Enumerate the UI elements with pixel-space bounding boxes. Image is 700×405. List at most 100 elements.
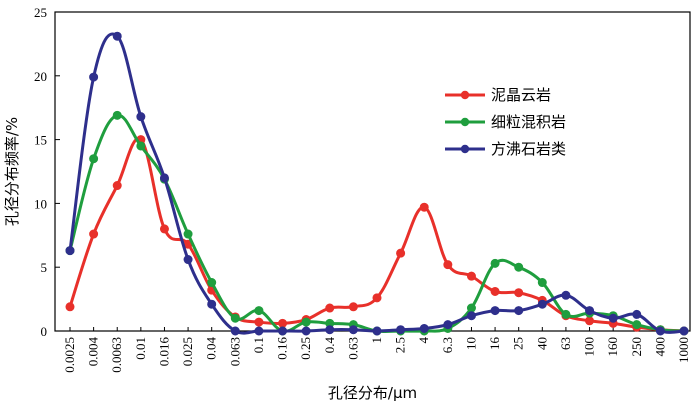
data-point [348,302,358,312]
data-point [301,326,311,336]
data-point [207,278,217,288]
data-point [136,112,146,122]
x-tick-label: 0.1 [251,337,266,353]
series-line [68,32,686,335]
x-tick-label: 0.16 [275,337,290,360]
x-tick-label: 0.04 [204,337,219,360]
x-tick-label: 400 [652,337,667,357]
x-tick-label: 1 [369,337,384,344]
data-point [278,318,288,328]
x-tick-label: 10 [463,337,478,350]
data-point [278,326,288,336]
data-point [325,303,335,313]
data-point [585,316,595,326]
data-point [655,326,665,336]
x-tick-label: 250 [629,337,644,357]
data-point [490,286,500,296]
data-point [490,258,500,268]
x-tick-label: 6.3 [440,337,455,353]
legend-label: 细粒混积岩 [491,113,566,131]
x-tick-label: 63 [558,337,573,350]
legend-marker [460,90,470,100]
data-point [537,299,547,309]
data-point [183,255,193,265]
data-point [561,309,571,319]
x-tick-label: 2.5 [393,337,408,353]
data-point [443,260,453,270]
x-tick-label: 0.25 [298,337,313,360]
x-tick-label: 100 [582,337,597,357]
data-point [207,299,217,309]
legend-item: 细粒混积岩 [445,113,566,131]
data-point [159,224,169,234]
data-point [632,309,642,319]
data-point [89,229,99,239]
legend-label: 方沸石岩类 [491,140,566,158]
data-point [514,262,524,272]
y-tick-label: 15 [34,133,47,148]
data-point [112,110,122,120]
y-tick-label: 25 [34,5,47,20]
data-point [396,325,406,335]
x-tick-label: 0.025 [180,337,195,366]
data-point [372,326,382,336]
axes: 0 5 10 15 20 25 0.0025 0.004 0.0063 0.01 0.016 0.02… [34,5,691,373]
data-point [490,306,500,316]
legend-item: 方沸石岩类 [445,140,566,158]
data-point [65,246,75,256]
data-point [514,306,524,316]
data-point [254,326,264,336]
data-point [608,313,618,323]
x-tick-label: 0.016 [156,337,171,367]
y-tick-label: 20 [34,69,47,84]
data-point [585,306,595,316]
y-tick-label: 10 [34,196,47,211]
data-point [89,154,99,164]
data-point [632,320,642,330]
y-tick-label: 5 [41,260,48,275]
data-point [230,313,240,323]
data-point [65,302,75,312]
data-point [136,141,146,151]
x-tick-label: 0.4 [322,337,337,354]
legend-label: 泥晶云岩 [491,86,551,104]
x-axis-title: 孔径分布/μm [328,384,417,402]
x-tick-label: 16 [487,336,502,350]
x-tick-label: 160 [605,337,620,357]
x-tick-label: 0.01 [133,337,148,360]
series-layer [65,31,689,336]
x-tick-label: 40 [534,337,549,350]
x-tick-label: 0.063 [227,337,242,366]
series-3 [65,31,689,336]
data-point [466,271,476,281]
y-tick-label: 0 [41,324,48,339]
data-point [254,306,264,316]
data-point [348,325,358,335]
data-point [159,173,169,183]
x-tick-label: 0.004 [86,337,101,367]
data-point [183,229,193,239]
data-point [325,325,335,335]
data-point [230,326,240,336]
data-point [112,31,122,41]
x-tick-label: 25 [511,337,526,350]
x-tick-label: 0.0025 [62,337,77,373]
legend-marker [460,144,470,154]
x-tick-label: 1000 [676,337,691,363]
data-point [112,181,122,191]
data-point [89,72,99,82]
legend-item: 泥晶云岩 [445,86,551,104]
x-tick-label: 0.63 [345,337,360,360]
data-point [372,293,382,303]
data-point [466,311,476,321]
data-point [514,288,524,298]
x-tick-label: 0.0063 [109,337,124,373]
data-point [419,323,429,333]
data-point [301,317,311,327]
y-axis-title: 孔径分布频率/% [3,117,21,226]
x-tick-label: 4 [416,337,431,344]
data-point [466,303,476,313]
data-point [443,320,453,330]
